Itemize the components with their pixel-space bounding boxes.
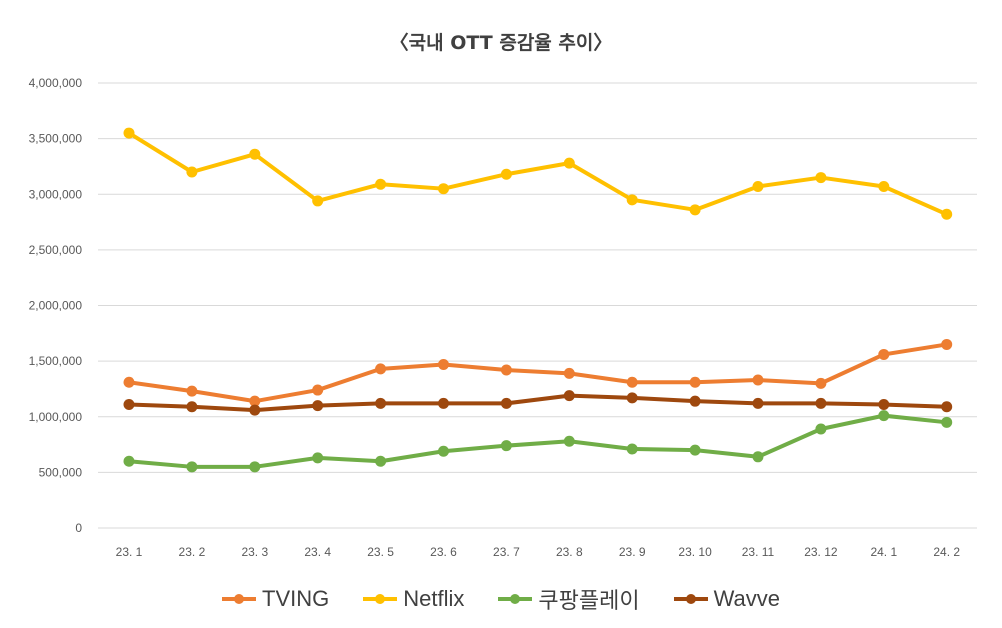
y-tick-label: 3,000,000 — [29, 187, 83, 201]
data-point — [878, 399, 890, 411]
data-point — [500, 397, 512, 409]
data-point — [752, 397, 764, 409]
y-tick-label: 0 — [75, 521, 82, 535]
y-tick-label: 500,000 — [39, 465, 83, 479]
data-point — [815, 172, 827, 184]
data-point — [689, 204, 701, 216]
data-point — [500, 364, 512, 376]
x-tick-label: 23. 9 — [619, 545, 646, 559]
legend-item: Netflix — [363, 583, 464, 615]
data-point — [815, 397, 827, 409]
data-point — [878, 348, 890, 360]
x-tick-label: 23. 5 — [367, 545, 394, 559]
data-point — [563, 390, 575, 402]
x-tick-label: 23. 4 — [304, 545, 331, 559]
data-point — [123, 399, 135, 411]
data-point — [186, 166, 198, 178]
data-point — [752, 180, 764, 192]
series-line-3 — [128, 393, 947, 413]
data-point — [815, 377, 827, 389]
legend: TVING Netflix 쿠팡플레이 Wavve — [0, 583, 1002, 615]
data-point — [941, 416, 953, 428]
data-point — [626, 443, 638, 455]
data-point — [815, 423, 827, 435]
data-point — [186, 401, 198, 413]
legend-label: 쿠팡플레이 — [538, 588, 640, 613]
y-tick-label: 4,000,000 — [29, 76, 83, 90]
x-tick-label: 23. 6 — [430, 545, 457, 559]
x-tick-label: 24. 2 — [933, 545, 960, 559]
x-tick-label: 23. 1 — [116, 545, 143, 559]
legend-swatch — [498, 594, 533, 604]
x-tick-label: 23. 2 — [179, 545, 206, 559]
data-point — [438, 397, 449, 409]
y-tick-label: 1,000,000 — [29, 410, 83, 424]
data-point — [375, 455, 387, 467]
data-point — [186, 461, 198, 473]
x-tick-label: 24. 1 — [870, 545, 897, 559]
data-point — [249, 404, 261, 416]
legend-swatch — [363, 594, 398, 604]
data-point — [123, 455, 135, 467]
series-line-0 — [128, 342, 948, 404]
data-point — [312, 384, 324, 396]
data-point — [689, 395, 701, 407]
legend-item: TVING — [222, 583, 329, 615]
legend-label: Netflix — [403, 586, 465, 611]
data-point — [500, 168, 512, 180]
legend-swatch — [673, 594, 708, 604]
data-point — [312, 195, 324, 207]
x-tick-label: 23. 8 — [556, 545, 583, 559]
series-line-1 — [127, 131, 948, 217]
data-point — [438, 183, 449, 195]
data-point — [878, 180, 890, 192]
data-point — [500, 440, 512, 452]
data-point — [626, 392, 638, 404]
chart-title: 〈국내 OTT 증감율 추이〉 — [389, 32, 613, 54]
data-point — [123, 376, 135, 388]
legend-item: Wavve — [673, 583, 780, 615]
data-point — [249, 395, 261, 407]
data-point — [249, 148, 261, 160]
y-tick-label: 3,500,000 — [29, 132, 83, 146]
data-point — [878, 410, 890, 422]
data-point — [563, 367, 575, 379]
data-point — [375, 178, 387, 190]
data-point — [689, 376, 701, 388]
x-tick-label: 23. 10 — [678, 545, 712, 559]
legend-swatch — [222, 594, 256, 604]
data-point — [941, 208, 953, 220]
y-tick-label: 1,500,000 — [29, 354, 83, 368]
data-point — [438, 445, 449, 457]
data-point — [626, 194, 638, 206]
legend-item: 쿠팡플레이 — [498, 583, 640, 615]
y-tick-label: 2,500,000 — [29, 243, 83, 257]
y-tick-label: 2,000,000 — [29, 299, 83, 313]
data-point — [123, 127, 135, 139]
data-point — [375, 363, 387, 375]
x-tick-label: 23. 3 — [241, 545, 268, 559]
data-point — [312, 452, 324, 464]
data-point — [752, 451, 764, 463]
legend-label: Wavve — [713, 586, 780, 611]
x-tick-label: 23. 12 — [804, 545, 838, 559]
data-point — [626, 376, 638, 388]
data-point — [249, 461, 261, 473]
data-point — [689, 444, 701, 456]
data-point — [312, 400, 324, 412]
data-point — [941, 401, 953, 413]
series-line-2 — [128, 413, 947, 469]
data-point — [941, 338, 953, 350]
data-point — [563, 157, 575, 169]
data-point — [186, 385, 198, 397]
data-point — [375, 397, 387, 409]
data-point — [752, 374, 764, 386]
data-point — [563, 435, 575, 447]
x-tick-label: 23. 7 — [493, 545, 520, 559]
x-tick-label: 23. 11 — [742, 545, 775, 559]
data-point — [438, 358, 449, 370]
legend-label: TVING — [262, 586, 330, 611]
